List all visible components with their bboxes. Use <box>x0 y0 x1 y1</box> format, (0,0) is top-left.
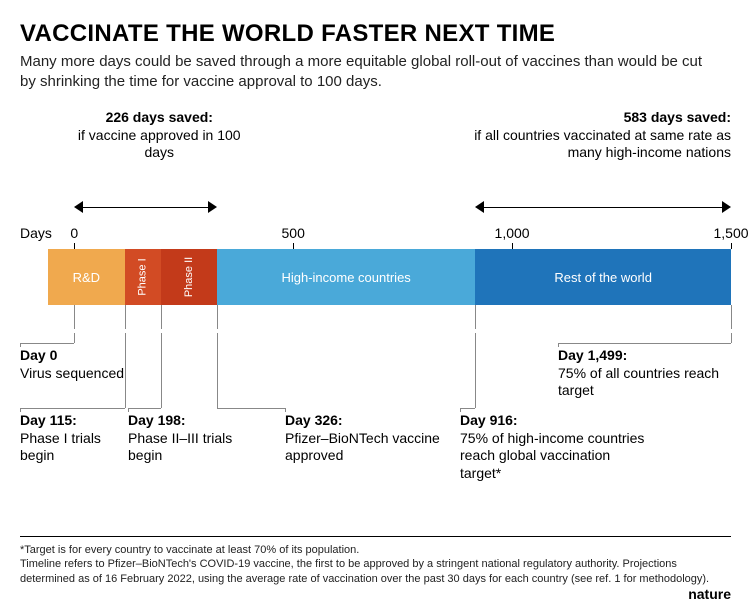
timeline-segment-rd: R&D <box>48 249 125 305</box>
timeline-segment-rest: Rest of the world <box>475 249 731 305</box>
timeline-chart: Days05001,0001,500226 days saved:if vacc… <box>20 109 731 329</box>
milestone: Day 1,499:75% of all countries reach tar… <box>558 347 733 400</box>
axis-label-days: Days <box>20 225 52 241</box>
axis-tick: 1,500 <box>713 225 748 241</box>
page-subtitle: Many more days could be saved through a … <box>20 52 720 91</box>
timeline-segment-hic: High-income countries <box>217 249 475 305</box>
milestone: Day 916:75% of high-income countries rea… <box>460 412 650 482</box>
timeline-segment-p1: Phase I <box>125 249 161 305</box>
annotation-top: 583 days saved:if all countries vaccinat… <box>470 109 731 162</box>
milestone: Day 326:Pfizer–BioNTech vaccine approved <box>285 412 445 465</box>
footnote: *Target is for every country to vaccinat… <box>20 536 731 586</box>
timeline-segment-p2: Phase II <box>161 249 217 305</box>
axis-tick: 1,000 <box>495 225 530 241</box>
brand-logo: nature <box>688 586 731 602</box>
milestone: Day 198:Phase II–III trials begin <box>128 412 268 465</box>
milestone: Day 115:Phase I trials begin <box>20 412 130 465</box>
annotation-top: 226 days saved:if vaccine approved in 10… <box>64 109 254 162</box>
axis-tick: 0 <box>70 225 78 241</box>
page-title: VACCINATE THE WORLD FASTER NEXT TIME <box>20 20 731 48</box>
axis-tick: 500 <box>281 225 304 241</box>
milestone: Day 0Virus sequenced <box>20 347 130 382</box>
milestone-labels: Day 0Virus sequenced Day 115:Phase I tria… <box>20 333 731 503</box>
